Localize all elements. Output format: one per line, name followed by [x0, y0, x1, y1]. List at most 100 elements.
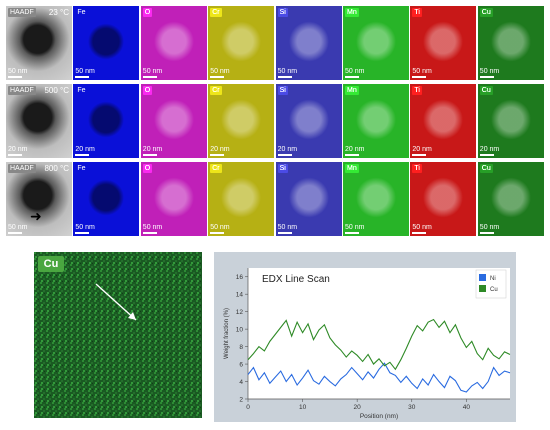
- scale-bar-label: 20 nm: [479, 146, 500, 156]
- tile-element-label: HAADF: [8, 164, 36, 173]
- tile-element-label: Cr: [210, 8, 222, 17]
- scale-bar-text: 50 nm: [277, 68, 298, 75]
- tile-element-label: O: [142, 86, 153, 95]
- tile-element-label: Mn: [345, 8, 359, 17]
- scale-bar-line: [345, 232, 359, 234]
- map-tile-o-1: O 50 nm: [140, 6, 207, 80]
- scale-bar-line: [75, 76, 90, 78]
- y-tick-label: 6: [239, 362, 243, 369]
- scale-bar-line: [8, 232, 22, 234]
- scale-bar-line: [412, 232, 427, 234]
- scale-bar-line: [8, 76, 22, 78]
- scale-bar-line: [479, 232, 494, 234]
- map-tile-ti-1: Ti 50 nm: [410, 6, 477, 80]
- scale-bar-line: [142, 76, 157, 78]
- tile-element-label: Cu: [479, 86, 493, 95]
- y-tick-label: 2: [239, 397, 243, 404]
- scale-bar-text: 20 nm: [277, 146, 298, 153]
- scale-bar-label: 20 nm: [75, 146, 95, 156]
- scale-bar-text: 50 nm: [345, 224, 365, 231]
- scale-bar-label: 50 nm: [210, 68, 230, 78]
- scale-bar-text: 50 nm: [277, 224, 298, 231]
- y-tick-label: 12: [236, 309, 244, 316]
- map-tile-fe-1: Fe 50 nm: [73, 6, 140, 80]
- scale-bar-text: 50 nm: [75, 224, 95, 231]
- map-tile-cu-1: Cu 50 nm: [477, 6, 544, 80]
- y-tick-label: 10: [236, 327, 244, 334]
- map-tile-fe-2: Fe 20 nm: [73, 84, 140, 158]
- scale-bar-text: 50 nm: [479, 224, 500, 231]
- scale-bar-label: 20 nm: [345, 146, 364, 156]
- scale-bar-label: 50 nm: [8, 224, 27, 234]
- line-scan-path: [95, 283, 137, 321]
- map-tile-si-2: Si 20 nm: [275, 84, 342, 158]
- map-tile-mn-1: Mn 50 nm: [343, 6, 409, 80]
- scale-bar-label: 50 nm: [75, 224, 95, 234]
- scale-bar-line: [412, 76, 427, 78]
- scale-bar-label: 50 nm: [75, 68, 95, 78]
- map-tile-si-3: Si 50 nm: [275, 162, 342, 236]
- scale-bar-text: 50 nm: [210, 68, 230, 75]
- scale-bar-label: 50 nm: [345, 224, 364, 234]
- tile-element-label: Cr: [210, 164, 222, 173]
- tile-element-label: HAADF: [8, 8, 36, 17]
- tile-element-label: Si: [277, 86, 288, 95]
- scale-bar-line: [277, 76, 292, 78]
- map-tile-cr-1: Cr 50 nm: [208, 6, 275, 80]
- scale-bar-line: [210, 76, 225, 78]
- scale-bar-label: 50 nm: [277, 68, 298, 78]
- scale-bar-label: 50 nm: [8, 68, 27, 78]
- map-tile-mn-2: Mn 20 nm: [343, 84, 409, 158]
- scale-bar-text: 50 nm: [412, 68, 432, 75]
- scale-bar-label: 50 nm: [142, 224, 163, 234]
- map-tile-haadf-1: HAADF 23 °C 50 nm: [6, 6, 72, 80]
- tile-element-label: Mn: [345, 86, 359, 95]
- map-tile-mn-3: Mn 50 nm: [343, 162, 409, 236]
- line-scan-arrowhead-icon: [128, 312, 136, 320]
- scale-bar-text: 20 nm: [75, 146, 95, 153]
- legend-label-ni: Ni: [490, 276, 496, 282]
- legend-label-cu: Cu: [490, 287, 498, 293]
- tile-element-label: O: [142, 8, 153, 17]
- temperature-label: 800 °C: [44, 164, 69, 173]
- scale-bar-label: 50 nm: [479, 224, 500, 234]
- scale-bar-text: 20 nm: [210, 146, 230, 153]
- tile-element-label: Fe: [77, 87, 86, 94]
- map-tile-ti-3: Ti 50 nm: [410, 162, 477, 236]
- map-tile-ti-2: Ti 20 nm: [410, 84, 477, 158]
- scale-bar-label: 50 nm: [210, 224, 230, 234]
- tile-element-label: Ti: [412, 86, 422, 95]
- scale-bar-text: 50 nm: [75, 68, 95, 75]
- scale-bar-label: 50 nm: [277, 224, 298, 234]
- tile-element-label: Si: [277, 164, 288, 173]
- scale-bar-label: 20 nm: [412, 146, 432, 156]
- scale-bar-label: 50 nm: [345, 68, 364, 78]
- scale-bar-line: [75, 232, 90, 234]
- y-tick-label: 8: [239, 344, 243, 351]
- scale-bar-text: 50 nm: [479, 68, 500, 75]
- legend-swatch-cu: [479, 285, 486, 292]
- map-tile-cr-3: Cr 50 nm: [208, 162, 275, 236]
- tile-element-label: Si: [277, 8, 288, 17]
- x-axis-label: Position (nm): [360, 413, 398, 420]
- scale-bar-text: 50 nm: [345, 68, 365, 75]
- line-scan-svg: 2 4 6 8 10 12 14 16 0 10 20 30 40 Position (nm) Weight…: [224, 268, 511, 420]
- scale-bar-line: [277, 232, 292, 234]
- series-line-cu: [247, 318, 511, 371]
- chart-title: EDX Line Scan: [262, 274, 330, 285]
- y-tick-label: 14: [236, 292, 244, 299]
- scale-bar-text: 50 nm: [210, 224, 230, 231]
- temperature-label: 500 °C: [44, 86, 69, 95]
- x-tick-label: 30: [408, 404, 416, 411]
- tile-element-label: Cu: [479, 164, 493, 173]
- scale-bar-text: 20 nm: [345, 146, 365, 153]
- scale-bar-text: 50 nm: [142, 68, 163, 75]
- map-tile-o-2: O 20 nm: [140, 84, 207, 158]
- tile-element-label: Mn: [345, 164, 359, 173]
- scale-bar-text: 20 nm: [479, 146, 500, 153]
- scale-bar-text: 50 nm: [142, 224, 163, 231]
- edx-line-scan-chart: 2 4 6 8 10 12 14 16 0 10 20 30 40 Position (nm) Weight…: [214, 252, 516, 422]
- scale-bar-text: 20 nm: [412, 146, 432, 153]
- scale-bar-label: 50 nm: [142, 68, 163, 78]
- tile-element-label: Ti: [412, 164, 422, 173]
